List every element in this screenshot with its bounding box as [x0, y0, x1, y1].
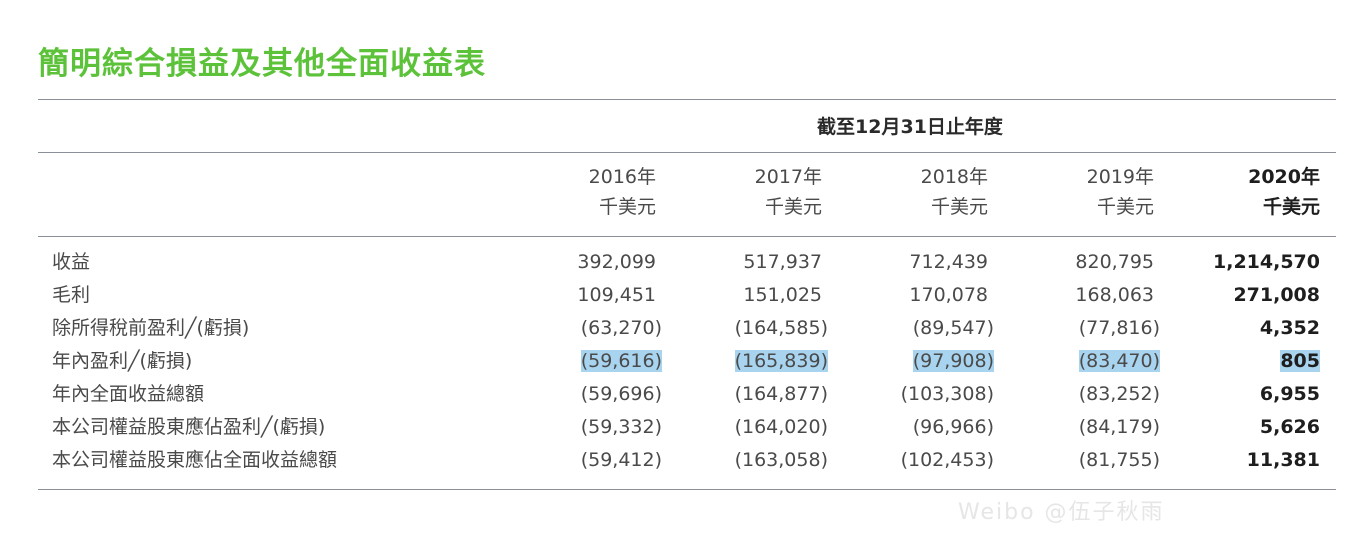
- cell-2017: (163,058): [734, 449, 828, 471]
- cell-2019: (84,179): [1078, 416, 1160, 438]
- period-header: 截至12月31日止年度: [817, 116, 1003, 138]
- col-header-2020: 2020年 千美元: [1170, 162, 1320, 222]
- cell-2020: 805: [1170, 345, 1320, 378]
- selected-text[interactable]: 805: [1280, 350, 1320, 372]
- cell-2020: 271,008: [1233, 284, 1320, 306]
- cell-2020: 11,381: [1246, 449, 1320, 471]
- col-unit: 千美元: [598, 196, 656, 218]
- selected-text[interactable]: (165,839): [734, 350, 828, 372]
- cell-2020: 4,352: [1259, 317, 1320, 339]
- col-header-2019: 2019年 千美元: [1004, 162, 1154, 222]
- selected-text[interactable]: (97,908): [912, 350, 994, 372]
- cell-2016: 392,099: [577, 251, 656, 273]
- row-label: 毛利: [52, 284, 91, 306]
- col-unit: 千美元: [930, 196, 988, 218]
- top-rule: [38, 99, 1336, 100]
- cell-2018: (103,308): [900, 383, 994, 405]
- table-row: 本公司權益股東應佔盈利╱(虧損) (59,332) (164,020) (96,…: [38, 411, 1336, 444]
- cell-2017: (164,020): [734, 416, 828, 438]
- table-row: 收益 392,099 517,937 712,439 820,795 1,214…: [38, 246, 1336, 279]
- cell-2016: (59,412): [580, 449, 662, 471]
- cell-2020: 6,955: [1259, 383, 1320, 405]
- table-row: 年內盈利╱(虧損) (59,616) (165,839) (97,908) (8…: [38, 345, 1336, 378]
- watermark: Weibo @伍子秋雨: [958, 500, 1165, 525]
- column-rule: [38, 236, 1336, 237]
- cell-2018: (97,908): [844, 345, 994, 378]
- cell-2018: 170,078: [909, 284, 988, 306]
- col-year: 2016年: [588, 166, 656, 188]
- cell-2018: (89,547): [912, 317, 994, 339]
- cell-2018: (96,966): [912, 416, 994, 438]
- row-label: 本公司權益股東應佔盈利╱(虧損): [52, 416, 326, 438]
- selected-text[interactable]: (83,470): [1078, 350, 1160, 372]
- col-year: 2018年: [920, 166, 988, 188]
- cell-2019: (83,470): [1010, 345, 1160, 378]
- col-unit: 千美元: [764, 196, 822, 218]
- cell-2017: 151,025: [743, 284, 822, 306]
- cell-2018: (102,453): [900, 449, 994, 471]
- row-label: 年內盈利╱(虧損): [52, 350, 193, 372]
- cell-2018: 712,439: [909, 251, 988, 273]
- cell-2016: (59,696): [580, 383, 662, 405]
- cell-2017: (165,839): [678, 345, 828, 378]
- col-header-2017: 2017年 千美元: [672, 162, 822, 222]
- cell-2020: 1,214,570: [1213, 251, 1320, 273]
- col-unit: 千美元: [1096, 196, 1154, 218]
- row-label: 年內全面收益總額: [52, 383, 205, 405]
- col-header-2018: 2018年 千美元: [838, 162, 988, 222]
- cell-2019: 168,063: [1075, 284, 1154, 306]
- cell-2016: (59,332): [580, 416, 662, 438]
- cell-2019: (83,252): [1078, 383, 1160, 405]
- table-row: 本公司權益股東應佔全面收益總額 (59,412) (163,058) (102,…: [38, 444, 1336, 477]
- cell-2016: (59,616): [512, 345, 662, 378]
- col-year: 2020年: [1248, 166, 1320, 188]
- col-year: 2019年: [1086, 166, 1154, 188]
- table-row: 除所得稅前盈利╱(虧損) (63,270) (164,585) (89,547)…: [38, 312, 1336, 345]
- cell-2017: 517,937: [743, 251, 822, 273]
- cell-2016: (63,270): [580, 317, 662, 339]
- col-year: 2017年: [754, 166, 822, 188]
- col-header-2016: 2016年 千美元: [506, 162, 656, 222]
- cell-2020: 5,626: [1259, 416, 1320, 438]
- cell-2017: (164,877): [734, 383, 828, 405]
- col-unit: 千美元: [1262, 196, 1320, 218]
- header-rule: [38, 152, 1336, 153]
- selected-text[interactable]: (59,616): [580, 350, 662, 372]
- cell-2016: 109,451: [577, 284, 656, 306]
- table-row: 年內全面收益總額 (59,696) (164,877) (103,308) (8…: [38, 378, 1336, 411]
- cell-2019: (81,755): [1078, 449, 1160, 471]
- bottom-rule: [38, 489, 1336, 490]
- row-label: 本公司權益股東應佔全面收益總額: [52, 449, 338, 471]
- row-label: 除所得稅前盈利╱(虧損): [52, 317, 250, 339]
- cell-2017: (164,585): [734, 317, 828, 339]
- row-label: 收益: [52, 251, 91, 273]
- table-row: 毛利 109,451 151,025 170,078 168,063 271,0…: [38, 279, 1336, 312]
- cell-2019: 820,795: [1075, 251, 1154, 273]
- page-title: 簡明綜合損益及其他全面收益表: [38, 46, 486, 82]
- cell-2019: (77,816): [1078, 317, 1160, 339]
